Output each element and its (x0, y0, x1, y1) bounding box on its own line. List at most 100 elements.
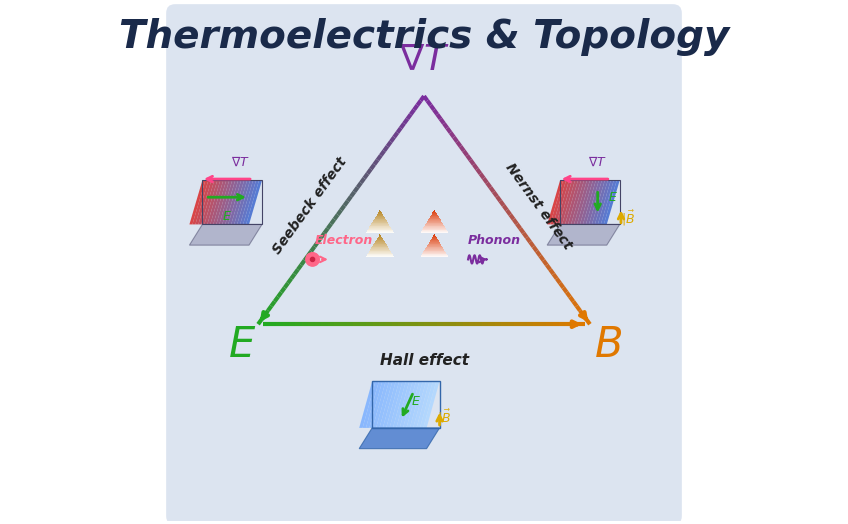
FancyBboxPatch shape (378, 236, 382, 237)
Polygon shape (379, 381, 396, 428)
Polygon shape (556, 180, 572, 224)
Text: Seebeck effect: Seebeck effect (270, 155, 349, 257)
FancyBboxPatch shape (425, 225, 444, 226)
Polygon shape (420, 381, 436, 428)
Polygon shape (592, 180, 608, 224)
FancyBboxPatch shape (422, 229, 446, 230)
Circle shape (310, 257, 315, 261)
FancyBboxPatch shape (371, 225, 389, 226)
FancyBboxPatch shape (373, 245, 387, 246)
FancyBboxPatch shape (373, 220, 387, 221)
FancyBboxPatch shape (371, 247, 388, 248)
FancyBboxPatch shape (427, 246, 442, 247)
FancyBboxPatch shape (374, 219, 386, 220)
Text: $|\vec{B}$: $|\vec{B}$ (621, 209, 635, 227)
Polygon shape (201, 180, 217, 224)
Polygon shape (360, 428, 439, 449)
Polygon shape (195, 180, 211, 224)
FancyBboxPatch shape (367, 230, 393, 231)
Polygon shape (399, 381, 416, 428)
Polygon shape (565, 180, 581, 224)
FancyBboxPatch shape (379, 235, 381, 236)
FancyBboxPatch shape (434, 234, 435, 235)
FancyBboxPatch shape (373, 221, 387, 222)
FancyBboxPatch shape (426, 224, 444, 225)
FancyBboxPatch shape (375, 217, 385, 218)
Text: $E$: $E$ (222, 210, 232, 223)
FancyBboxPatch shape (426, 223, 443, 224)
FancyBboxPatch shape (377, 239, 384, 241)
Polygon shape (213, 180, 229, 224)
Polygon shape (553, 180, 569, 224)
FancyBboxPatch shape (423, 252, 446, 253)
FancyBboxPatch shape (377, 237, 382, 238)
Polygon shape (396, 381, 413, 428)
Polygon shape (571, 180, 587, 224)
FancyBboxPatch shape (379, 211, 381, 212)
FancyBboxPatch shape (433, 236, 436, 237)
Polygon shape (360, 381, 376, 428)
FancyBboxPatch shape (431, 239, 438, 241)
FancyBboxPatch shape (366, 232, 393, 233)
FancyBboxPatch shape (429, 218, 439, 219)
Text: $\nabla T$: $\nabla T$ (231, 155, 249, 169)
FancyBboxPatch shape (369, 252, 391, 253)
Polygon shape (228, 180, 244, 224)
Polygon shape (550, 180, 566, 224)
FancyBboxPatch shape (372, 222, 388, 223)
FancyBboxPatch shape (422, 253, 446, 254)
FancyBboxPatch shape (366, 256, 393, 257)
Polygon shape (547, 224, 620, 245)
Polygon shape (598, 180, 614, 224)
FancyBboxPatch shape (367, 254, 393, 255)
FancyBboxPatch shape (426, 247, 443, 248)
FancyBboxPatch shape (374, 243, 386, 244)
FancyBboxPatch shape (432, 237, 437, 238)
Text: Electron: Electron (315, 234, 373, 247)
FancyBboxPatch shape (433, 211, 435, 212)
FancyBboxPatch shape (429, 219, 440, 220)
Polygon shape (226, 180, 241, 224)
Polygon shape (220, 180, 235, 224)
FancyBboxPatch shape (165, 3, 683, 524)
Polygon shape (189, 224, 262, 245)
Text: $\nabla T$: $\nabla T$ (399, 43, 449, 77)
Polygon shape (580, 180, 596, 224)
FancyBboxPatch shape (432, 213, 437, 214)
FancyBboxPatch shape (377, 215, 384, 216)
FancyBboxPatch shape (371, 224, 389, 225)
FancyBboxPatch shape (421, 256, 448, 257)
Polygon shape (413, 381, 429, 428)
Polygon shape (406, 381, 422, 428)
Polygon shape (198, 180, 215, 224)
Polygon shape (386, 381, 403, 428)
FancyBboxPatch shape (375, 242, 385, 243)
FancyBboxPatch shape (421, 232, 448, 233)
Polygon shape (366, 381, 382, 428)
FancyBboxPatch shape (427, 244, 441, 245)
Text: $|\vec{B}$: $|\vec{B}$ (437, 408, 451, 427)
Polygon shape (363, 381, 379, 428)
Polygon shape (370, 381, 386, 428)
FancyBboxPatch shape (427, 220, 441, 221)
Text: $E$: $E$ (228, 324, 257, 366)
Text: $E$: $E$ (608, 191, 618, 204)
Polygon shape (393, 381, 410, 428)
FancyBboxPatch shape (371, 248, 389, 249)
FancyBboxPatch shape (430, 241, 439, 242)
FancyBboxPatch shape (366, 255, 393, 256)
Polygon shape (410, 381, 426, 428)
FancyBboxPatch shape (430, 217, 439, 218)
FancyBboxPatch shape (421, 255, 448, 256)
Polygon shape (423, 381, 439, 428)
FancyBboxPatch shape (368, 229, 392, 230)
FancyBboxPatch shape (377, 213, 382, 214)
FancyBboxPatch shape (366, 231, 393, 232)
FancyBboxPatch shape (432, 214, 438, 215)
FancyBboxPatch shape (427, 222, 442, 223)
Polygon shape (574, 180, 590, 224)
Polygon shape (207, 180, 223, 224)
Polygon shape (547, 180, 563, 224)
FancyBboxPatch shape (433, 212, 436, 213)
FancyBboxPatch shape (424, 250, 445, 252)
